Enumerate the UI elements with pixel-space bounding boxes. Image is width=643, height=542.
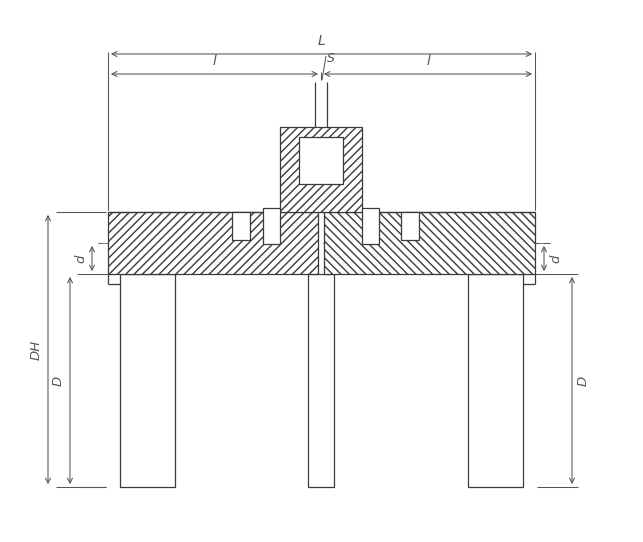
Text: D: D <box>577 376 590 385</box>
Text: l: l <box>426 54 430 68</box>
Bar <box>324 212 535 274</box>
Bar <box>299 137 343 184</box>
Bar <box>324 212 535 274</box>
Text: DH: DH <box>30 339 43 360</box>
Bar <box>401 212 419 240</box>
Bar <box>280 127 362 212</box>
Text: D: D <box>52 376 65 385</box>
Bar <box>362 208 379 244</box>
Text: l: l <box>213 54 217 68</box>
Text: L: L <box>318 34 325 48</box>
Text: d: d <box>549 254 562 263</box>
Bar <box>108 212 318 274</box>
Bar <box>468 274 523 487</box>
Bar <box>308 274 334 487</box>
Text: d: d <box>74 254 87 263</box>
Text: S: S <box>327 51 335 64</box>
Bar <box>108 212 318 274</box>
Bar <box>232 212 250 240</box>
Bar <box>263 208 280 244</box>
Bar <box>120 274 175 487</box>
Bar <box>280 127 362 212</box>
